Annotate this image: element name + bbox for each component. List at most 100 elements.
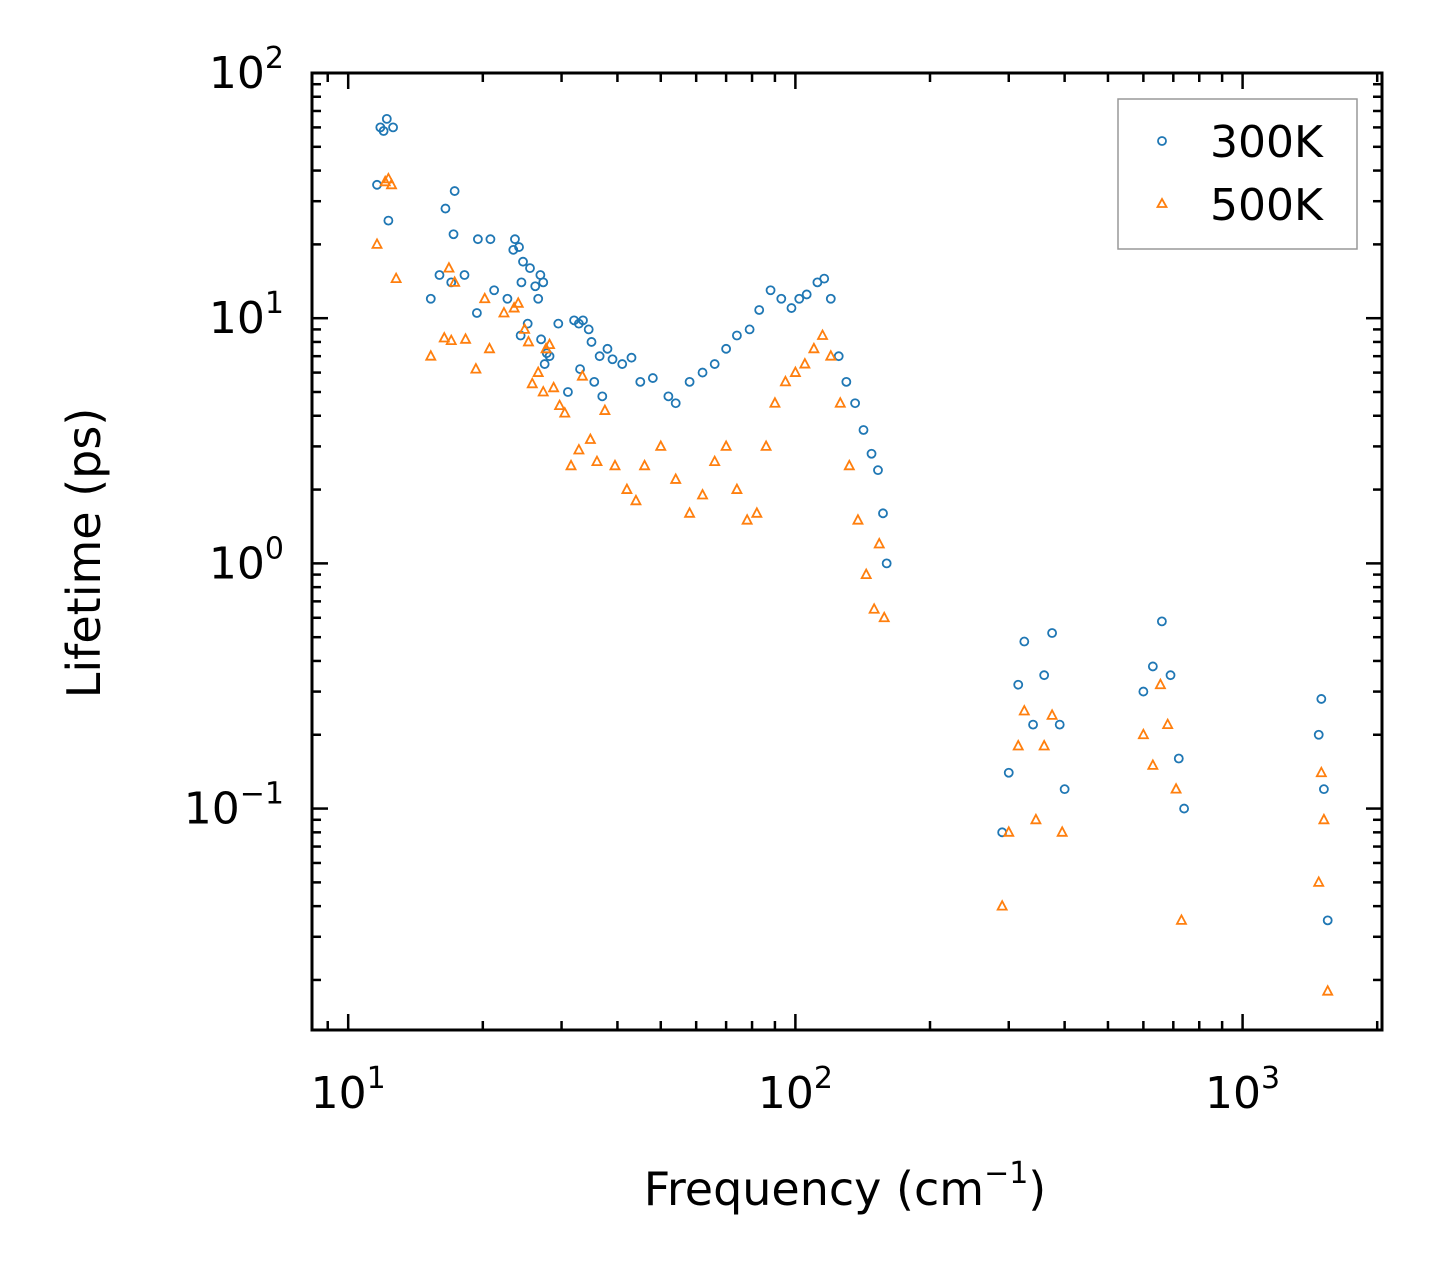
- data-point-300k: [684, 376, 695, 387]
- data-point-300k: [525, 263, 535, 274]
- data-point-300k: [383, 215, 394, 226]
- data-point-500k: [1161, 717, 1174, 730]
- data-point-500k: [526, 376, 539, 389]
- x-tick-label: 101: [311, 1061, 386, 1119]
- data-point-300k: [786, 303, 797, 313]
- data-point-300k: [583, 324, 594, 335]
- data-point-300k: [502, 293, 513, 304]
- data-point-500k: [878, 610, 891, 623]
- data-point-500k: [1321, 984, 1334, 996]
- data-point-500k: [483, 341, 496, 354]
- data-point-300k: [881, 558, 892, 569]
- legend-box: [1117, 98, 1358, 250]
- data-point-300k: [539, 359, 550, 369]
- data-point-500k: [512, 296, 525, 308]
- y-tick-label-base: 10: [209, 293, 265, 344]
- y-tick-label-exponent: 2: [265, 41, 284, 76]
- x-tick-label-base: 10: [311, 1068, 367, 1119]
- y-tick-label-base: 10: [209, 48, 265, 99]
- data-point-500k: [851, 513, 864, 525]
- legend-label-300k: 300K: [1210, 117, 1324, 168]
- data-point-300k: [578, 315, 588, 326]
- data-point-500k: [547, 380, 560, 393]
- data-point-500k: [379, 174, 392, 187]
- data-point-300k: [536, 334, 546, 345]
- data-point-300k: [597, 391, 608, 402]
- data-point-500k: [629, 493, 642, 506]
- data-point-500k: [1146, 758, 1159, 770]
- data-point-300k: [378, 126, 389, 136]
- y-tick-label-base: 10: [184, 784, 240, 835]
- data-point-500k: [424, 349, 437, 361]
- data-point-300k: [765, 285, 776, 296]
- data-point-500k: [598, 403, 611, 415]
- data-point-500k: [537, 385, 550, 397]
- data-point-500k: [654, 439, 667, 451]
- data-point-300k: [533, 293, 544, 304]
- ticks-layer: [312, 71, 1382, 1030]
- data-point-500k: [382, 171, 395, 184]
- data-point-500k: [543, 337, 556, 350]
- data-point-500k: [1317, 812, 1330, 825]
- x-tick-label-base: 10: [1205, 1068, 1261, 1119]
- data-point-300k: [1019, 636, 1030, 647]
- data-point-300k: [1322, 915, 1333, 926]
- data-point-500k: [779, 374, 792, 387]
- x-tick-label-base: 10: [758, 1068, 814, 1119]
- data-point-300k: [1156, 616, 1167, 627]
- y-tick-label: 10−1: [184, 777, 284, 835]
- series-500k: [371, 171, 1334, 996]
- y-tick-label-exponent: −1: [240, 777, 284, 812]
- data-point-500k: [760, 439, 773, 451]
- data-point-300k: [1179, 803, 1190, 814]
- data-point-300k: [602, 343, 613, 354]
- plot-area: [371, 113, 1334, 996]
- data-point-500k: [532, 365, 545, 377]
- data-point-500k: [438, 331, 451, 343]
- data-point-300k: [459, 270, 470, 280]
- data-point-300k: [1313, 729, 1324, 740]
- data-point-300k: [776, 293, 787, 304]
- legend-label-500k: 500K: [1210, 180, 1324, 231]
- data-point-500k: [750, 506, 763, 518]
- data-point-300k: [825, 293, 836, 304]
- data-point-300k: [709, 359, 720, 369]
- data-point-500k: [824, 349, 837, 361]
- data-point-500k: [638, 458, 651, 471]
- data-point-300k: [794, 293, 805, 304]
- data-point-300k: [538, 277, 549, 288]
- data-point-300k: [1039, 670, 1050, 681]
- data-point-300k: [1028, 719, 1038, 730]
- legend-marker-500k: [1155, 197, 1169, 208]
- data-point-300k: [530, 281, 541, 292]
- data-point-500k: [522, 335, 535, 347]
- data-point-500k: [1175, 913, 1188, 925]
- data-point-300k: [1316, 694, 1327, 704]
- data-point-300k: [754, 305, 765, 315]
- data-point-500k: [608, 458, 621, 471]
- x-tick-label: 102: [758, 1061, 833, 1119]
- data-point-300k: [518, 256, 528, 267]
- data-point-300k: [1054, 719, 1065, 730]
- data-point-300k: [833, 351, 844, 362]
- data-point-300k: [388, 122, 398, 133]
- x-tick-label: 103: [1205, 1061, 1280, 1119]
- y-axis-label: Lifetime (ps): [57, 408, 111, 699]
- data-point-500k: [696, 488, 709, 500]
- data-point-300k: [1319, 784, 1329, 795]
- data-point-500k: [442, 261, 455, 273]
- data-point-300k: [744, 324, 755, 335]
- data-point-300k: [1047, 628, 1057, 638]
- data-point-300k: [866, 448, 877, 459]
- data-point-500k: [730, 482, 743, 494]
- data-point-500k: [1012, 739, 1025, 751]
- data-point-300k: [607, 354, 618, 365]
- x-axis-label: Frequency (cm−1): [644, 1156, 1047, 1216]
- data-point-300k: [1147, 661, 1158, 672]
- data-point-500k: [669, 472, 682, 484]
- data-point-500k: [996, 899, 1009, 911]
- x-axis-label-close: ): [1028, 1162, 1046, 1216]
- data-point-300k: [1138, 686, 1149, 697]
- y-tick-label: 101: [209, 286, 284, 344]
